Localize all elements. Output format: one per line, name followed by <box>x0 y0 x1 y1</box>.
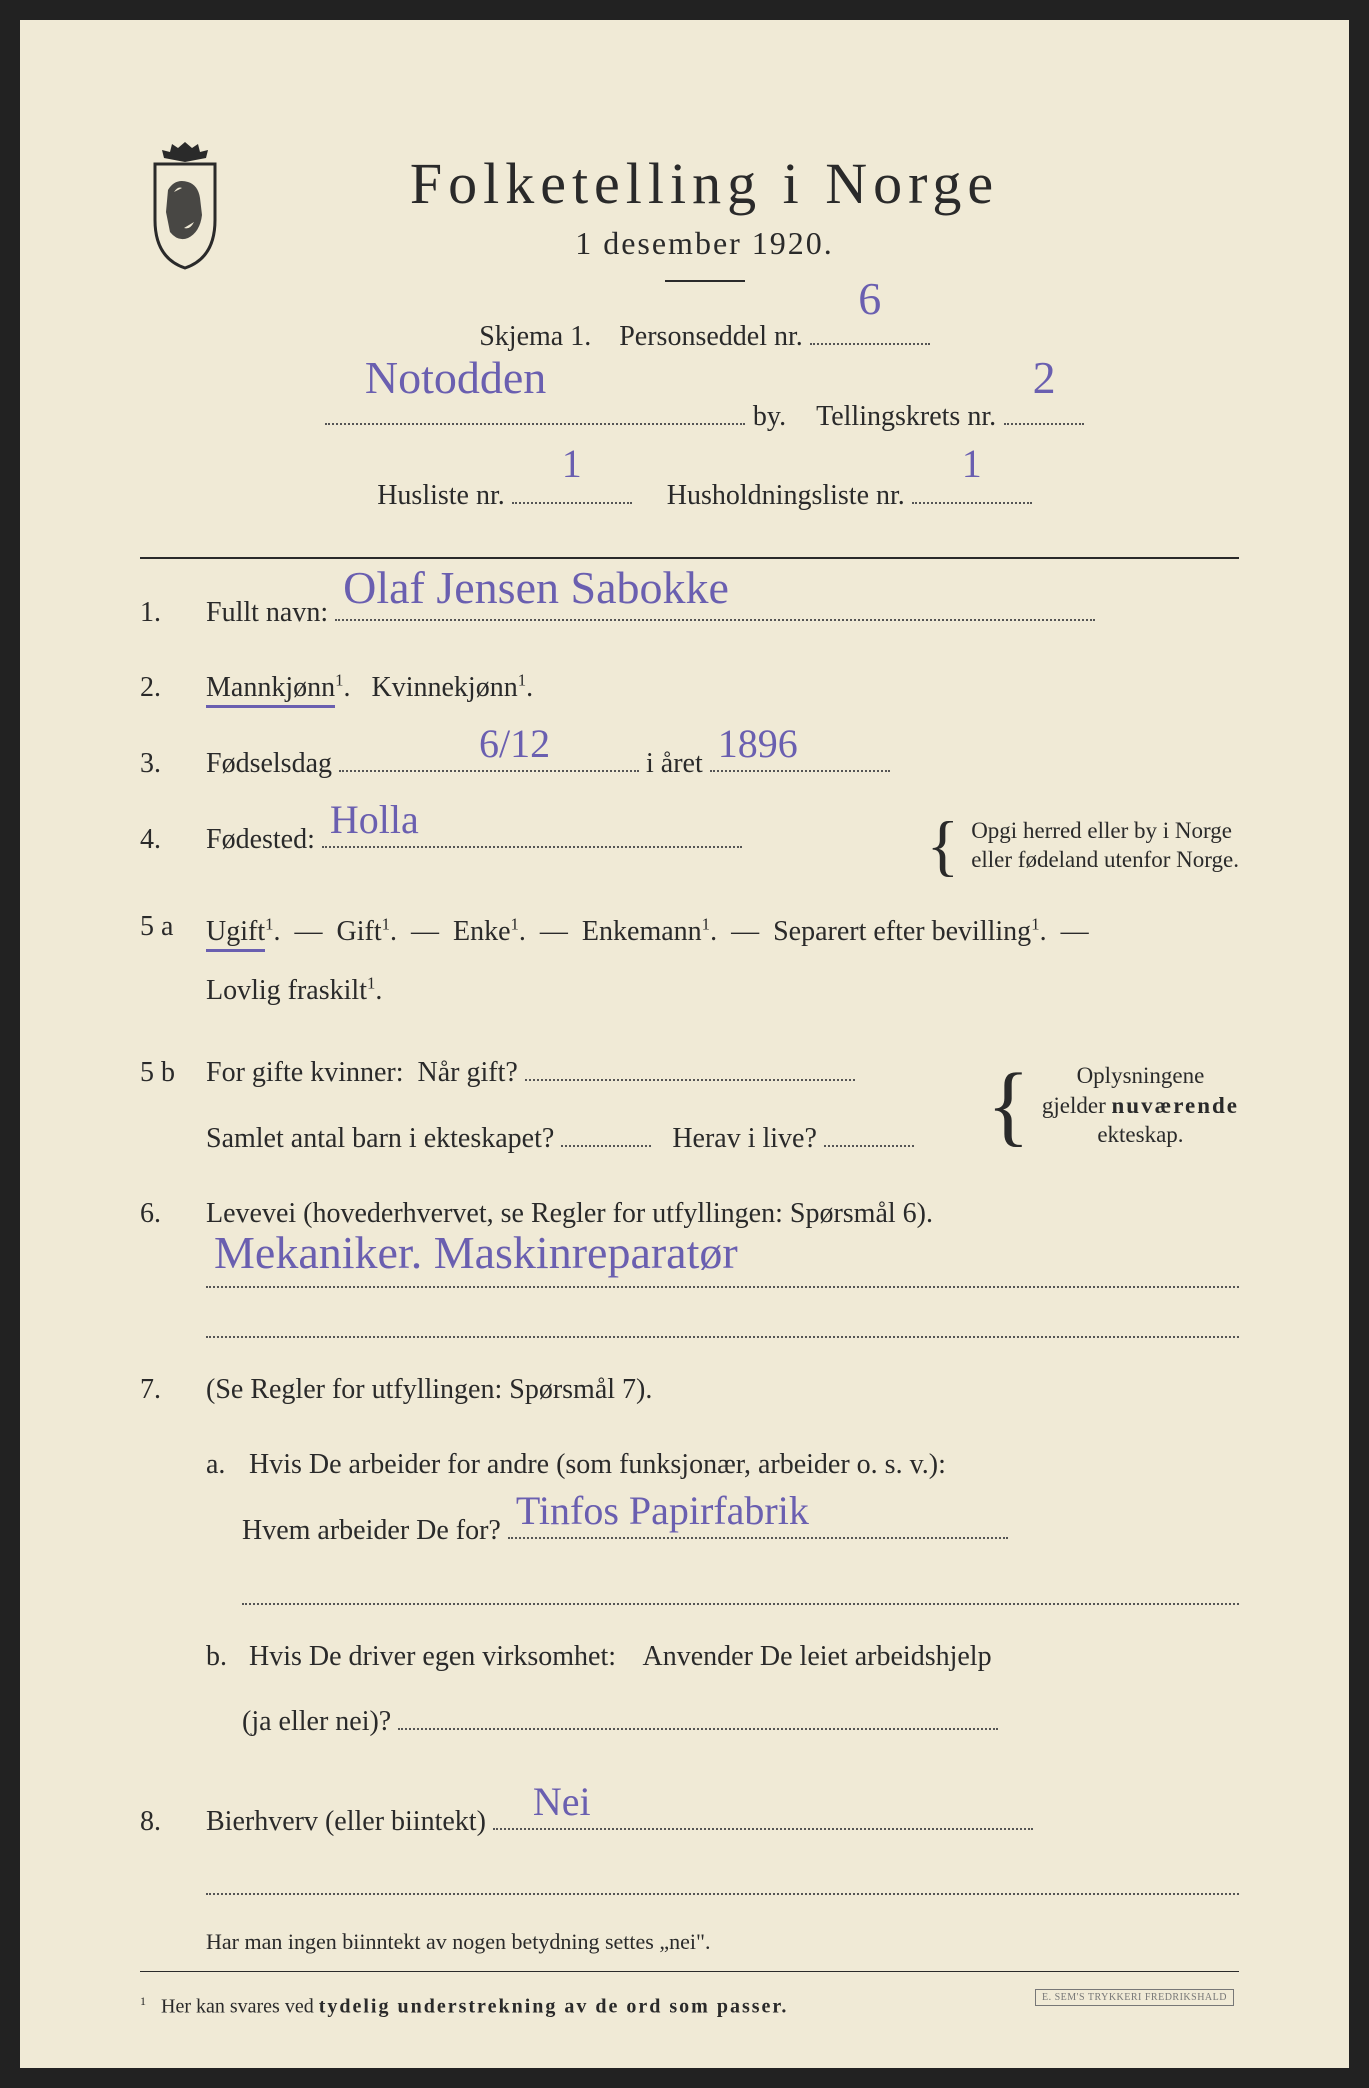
q4-label: Fødested: <box>206 824 315 855</box>
main-title: Folketelling i Norge <box>260 150 1149 217</box>
q2-option-kvinne: Kvinnekjønn <box>372 672 518 703</box>
husliste-field: 1 <box>512 471 632 505</box>
q3-label-year: i året <box>646 748 703 779</box>
q5b-when-field <box>525 1050 855 1081</box>
q5a-opt-ugift: Ugift <box>206 916 265 952</box>
q-number: 6. <box>140 1190 188 1338</box>
q5b-children-label: Samlet antal barn i ekteskapet? <box>206 1123 554 1154</box>
q6-field-2 <box>206 1296 1239 1338</box>
q5b-children-field <box>561 1116 651 1147</box>
tellingskrets-value: 2 <box>1004 327 1084 428</box>
husliste-value: 1 <box>512 420 632 508</box>
q7a-value: Tinfos Papirfabrik <box>516 1477 809 1545</box>
question-8: 8. Bierhverv (eller biintekt) Nei <box>140 1798 1239 1896</box>
q8-label: Bierhverv (eller biintekt) <box>206 1806 486 1837</box>
q4-field: Holla <box>322 817 742 848</box>
q3-year-value: 1896 <box>718 710 798 778</box>
q2-option-mann: Mannkjønn <box>206 672 335 708</box>
husholdning-field: 1 <box>912 471 1032 505</box>
q5a-opt-enkemann: Enkemann <box>582 916 702 947</box>
printer-mark: E. SEM'S TRYKKERI FREDRIKSHALD <box>1035 1989 1234 2006</box>
q7b-text1: Hvis De driver egen virksomhet: <box>249 1641 616 1672</box>
q5a-opt-fraskilt: Lovlig fraskilt <box>206 975 367 1006</box>
q1-value: Olaf Jensen Sabokke <box>343 549 729 627</box>
q5b-when-label: Når gift? <box>418 1057 518 1088</box>
q3-day-value: 6/12 <box>479 710 550 778</box>
q8-field-2 <box>206 1853 1239 1895</box>
q3-label-day: Fødselsdag <box>206 748 332 779</box>
meta-section: Skjema 1. Personseddel nr. 6 Notodden by… <box>260 306 1149 527</box>
q-number: 8. <box>140 1798 188 1896</box>
question-6: 6. Levevei (hovederhvervet, se Regler fo… <box>140 1190 1239 1338</box>
q5b-note-bold: nuværende <box>1112 1093 1240 1118</box>
question-7b: b. Hvis De driver egen virksomhet: Anven… <box>206 1633 1239 1746</box>
question-7a: a. Hvis De arbeider for andre (som funks… <box>206 1441 1239 1604</box>
q-number: 5 b <box>140 1049 188 1162</box>
q4-note-line2: eller fødeland utenfor Norge. <box>971 845 1239 875</box>
q5a-opt-gift: Gift <box>337 916 382 947</box>
q3-day-field: 6/12 <box>339 741 639 772</box>
q8-field: Nei <box>493 1799 1033 1830</box>
q5b-note: { Oplysningene gjelder nuværende ekteska… <box>987 1061 1239 1151</box>
divider <box>665 280 745 282</box>
q8-value: Nei <box>533 1768 591 1836</box>
q7b-label: b. <box>206 1633 242 1681</box>
footnote-num: 1 <box>140 1994 146 2008</box>
q3-year-field: 1896 <box>710 741 890 772</box>
q6-value: Mekaniker. Maskinreparatør <box>214 1214 738 1292</box>
q5b-note-1: Oplysningene <box>1042 1061 1239 1091</box>
husholdning-label: Husholdningsliste nr. <box>667 480 905 511</box>
question-5a: 5 a Ugift1. — Gift1. — Enke1. — Enkemann… <box>140 903 1239 1021</box>
by-value: Notodden <box>365 327 745 428</box>
question-4: 4. Fødested: Holla { Opgi herred eller b… <box>140 816 1239 876</box>
husliste-label: Husliste nr. <box>377 480 505 511</box>
q6-field-1: Mekaniker. Maskinreparatør <box>206 1246 1239 1288</box>
q7a-text1: Hvis De arbeider for andre (som funksjon… <box>249 1449 946 1480</box>
q1-label: Fullt navn: <box>206 597 328 628</box>
question-1: 1. Fullt navn: Olaf Jensen Sabokke <box>140 589 1239 637</box>
personseddel-nr-value: 6 <box>810 248 930 349</box>
q-number: 7. <box>140 1366 188 1770</box>
q7a-field-2 <box>242 1563 1239 1605</box>
q4-value: Holla <box>330 786 419 854</box>
q-number: 3. <box>140 740 188 788</box>
q-number: 2. <box>140 664 188 712</box>
q-number: 5 a <box>140 903 188 1021</box>
q5b-alive-field <box>824 1116 914 1147</box>
q5a-opt-enke: Enke <box>453 916 511 947</box>
footer-note: Har man ingen biinntekt av nogen betydni… <box>206 1923 1239 1960</box>
q-number: 1. <box>140 589 188 637</box>
header: Folketelling i Norge 1 desember 1920. Sk… <box>140 150 1239 545</box>
subtitle: 1 desember 1920. <box>260 225 1149 262</box>
q7a-text2: Hvem arbeider De for? <box>242 1515 501 1546</box>
q5b-note-3: ekteskap. <box>1042 1120 1239 1150</box>
question-2: 2. Mannkjønn1. Kvinnekjønn1. <box>140 664 1239 712</box>
personseddel-nr-field: 6 <box>810 311 930 345</box>
q7b-field <box>398 1699 998 1730</box>
q1-field: Olaf Jensen Sabokke <box>335 590 1095 621</box>
by-label: by. <box>753 386 786 448</box>
divider <box>140 1971 1239 1972</box>
q7-label: (Se Regler for utfyllingen: Spørsmål 7). <box>206 1366 1239 1414</box>
title-block: Folketelling i Norge 1 desember 1920. Sk… <box>260 150 1239 545</box>
document-page: Folketelling i Norge 1 desember 1920. Sk… <box>20 20 1349 2068</box>
q5b-alive-label: Herav i live? <box>672 1123 817 1154</box>
q7b-text3: (ja eller nei)? <box>242 1706 391 1737</box>
q-number: 4. <box>140 816 188 876</box>
question-7: 7. (Se Regler for utfyllingen: Spørsmål … <box>140 1366 1239 1770</box>
husholdning-value: 1 <box>912 420 1032 508</box>
coat-of-arms-icon <box>140 140 230 270</box>
q5b-label: For gifte kvinner: <box>206 1057 404 1088</box>
q7a-field: Tinfos Papirfabrik <box>508 1508 1008 1539</box>
q7b-text2: Anvender De leiet arbeidshjelp <box>643 1641 992 1672</box>
questions: 1. Fullt navn: Olaf Jensen Sabokke 2. Ma… <box>140 589 1239 1961</box>
q4-note: { Opgi herred eller by i Norge eller fød… <box>927 816 1239 876</box>
q7a-label: a. <box>206 1441 242 1489</box>
q4-note-line1: Opgi herred eller by i Norge <box>971 816 1239 846</box>
question-5b: 5 b For gifte kvinner: Når gift? Samlet … <box>140 1049 1239 1162</box>
question-3: 3. Fødselsdag 6/12 i året 1896 <box>140 740 1239 788</box>
q5a-opt-separert: Separert efter bevilling <box>773 916 1031 947</box>
